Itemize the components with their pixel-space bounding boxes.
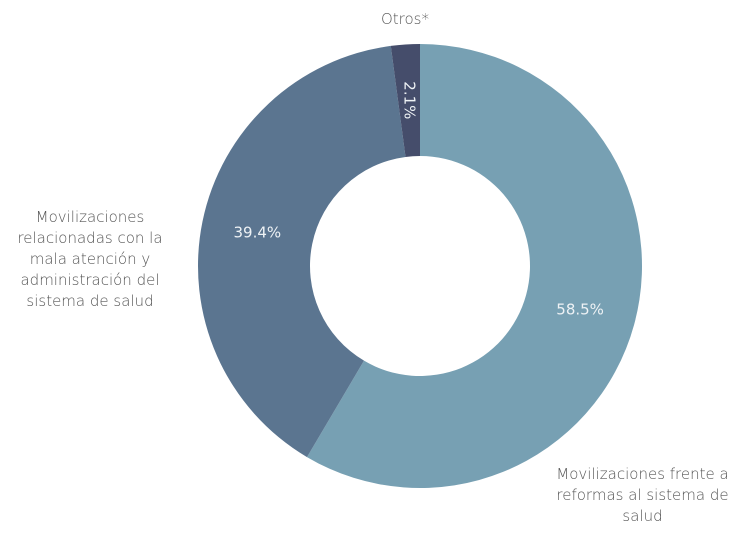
value-label: 2.1% (401, 81, 419, 119)
slice (390, 44, 420, 157)
slice (198, 45, 406, 458)
category-label: Movilizaciones relacionadas con la mala … (17, 208, 163, 310)
value-label: 58.5% (556, 300, 604, 318)
value-label: 39.4% (234, 223, 282, 241)
slice (306, 44, 643, 488)
category-label: Movilizaciones frente a reformas al sist… (556, 465, 729, 525)
category-label: Otros* (380, 10, 430, 28)
